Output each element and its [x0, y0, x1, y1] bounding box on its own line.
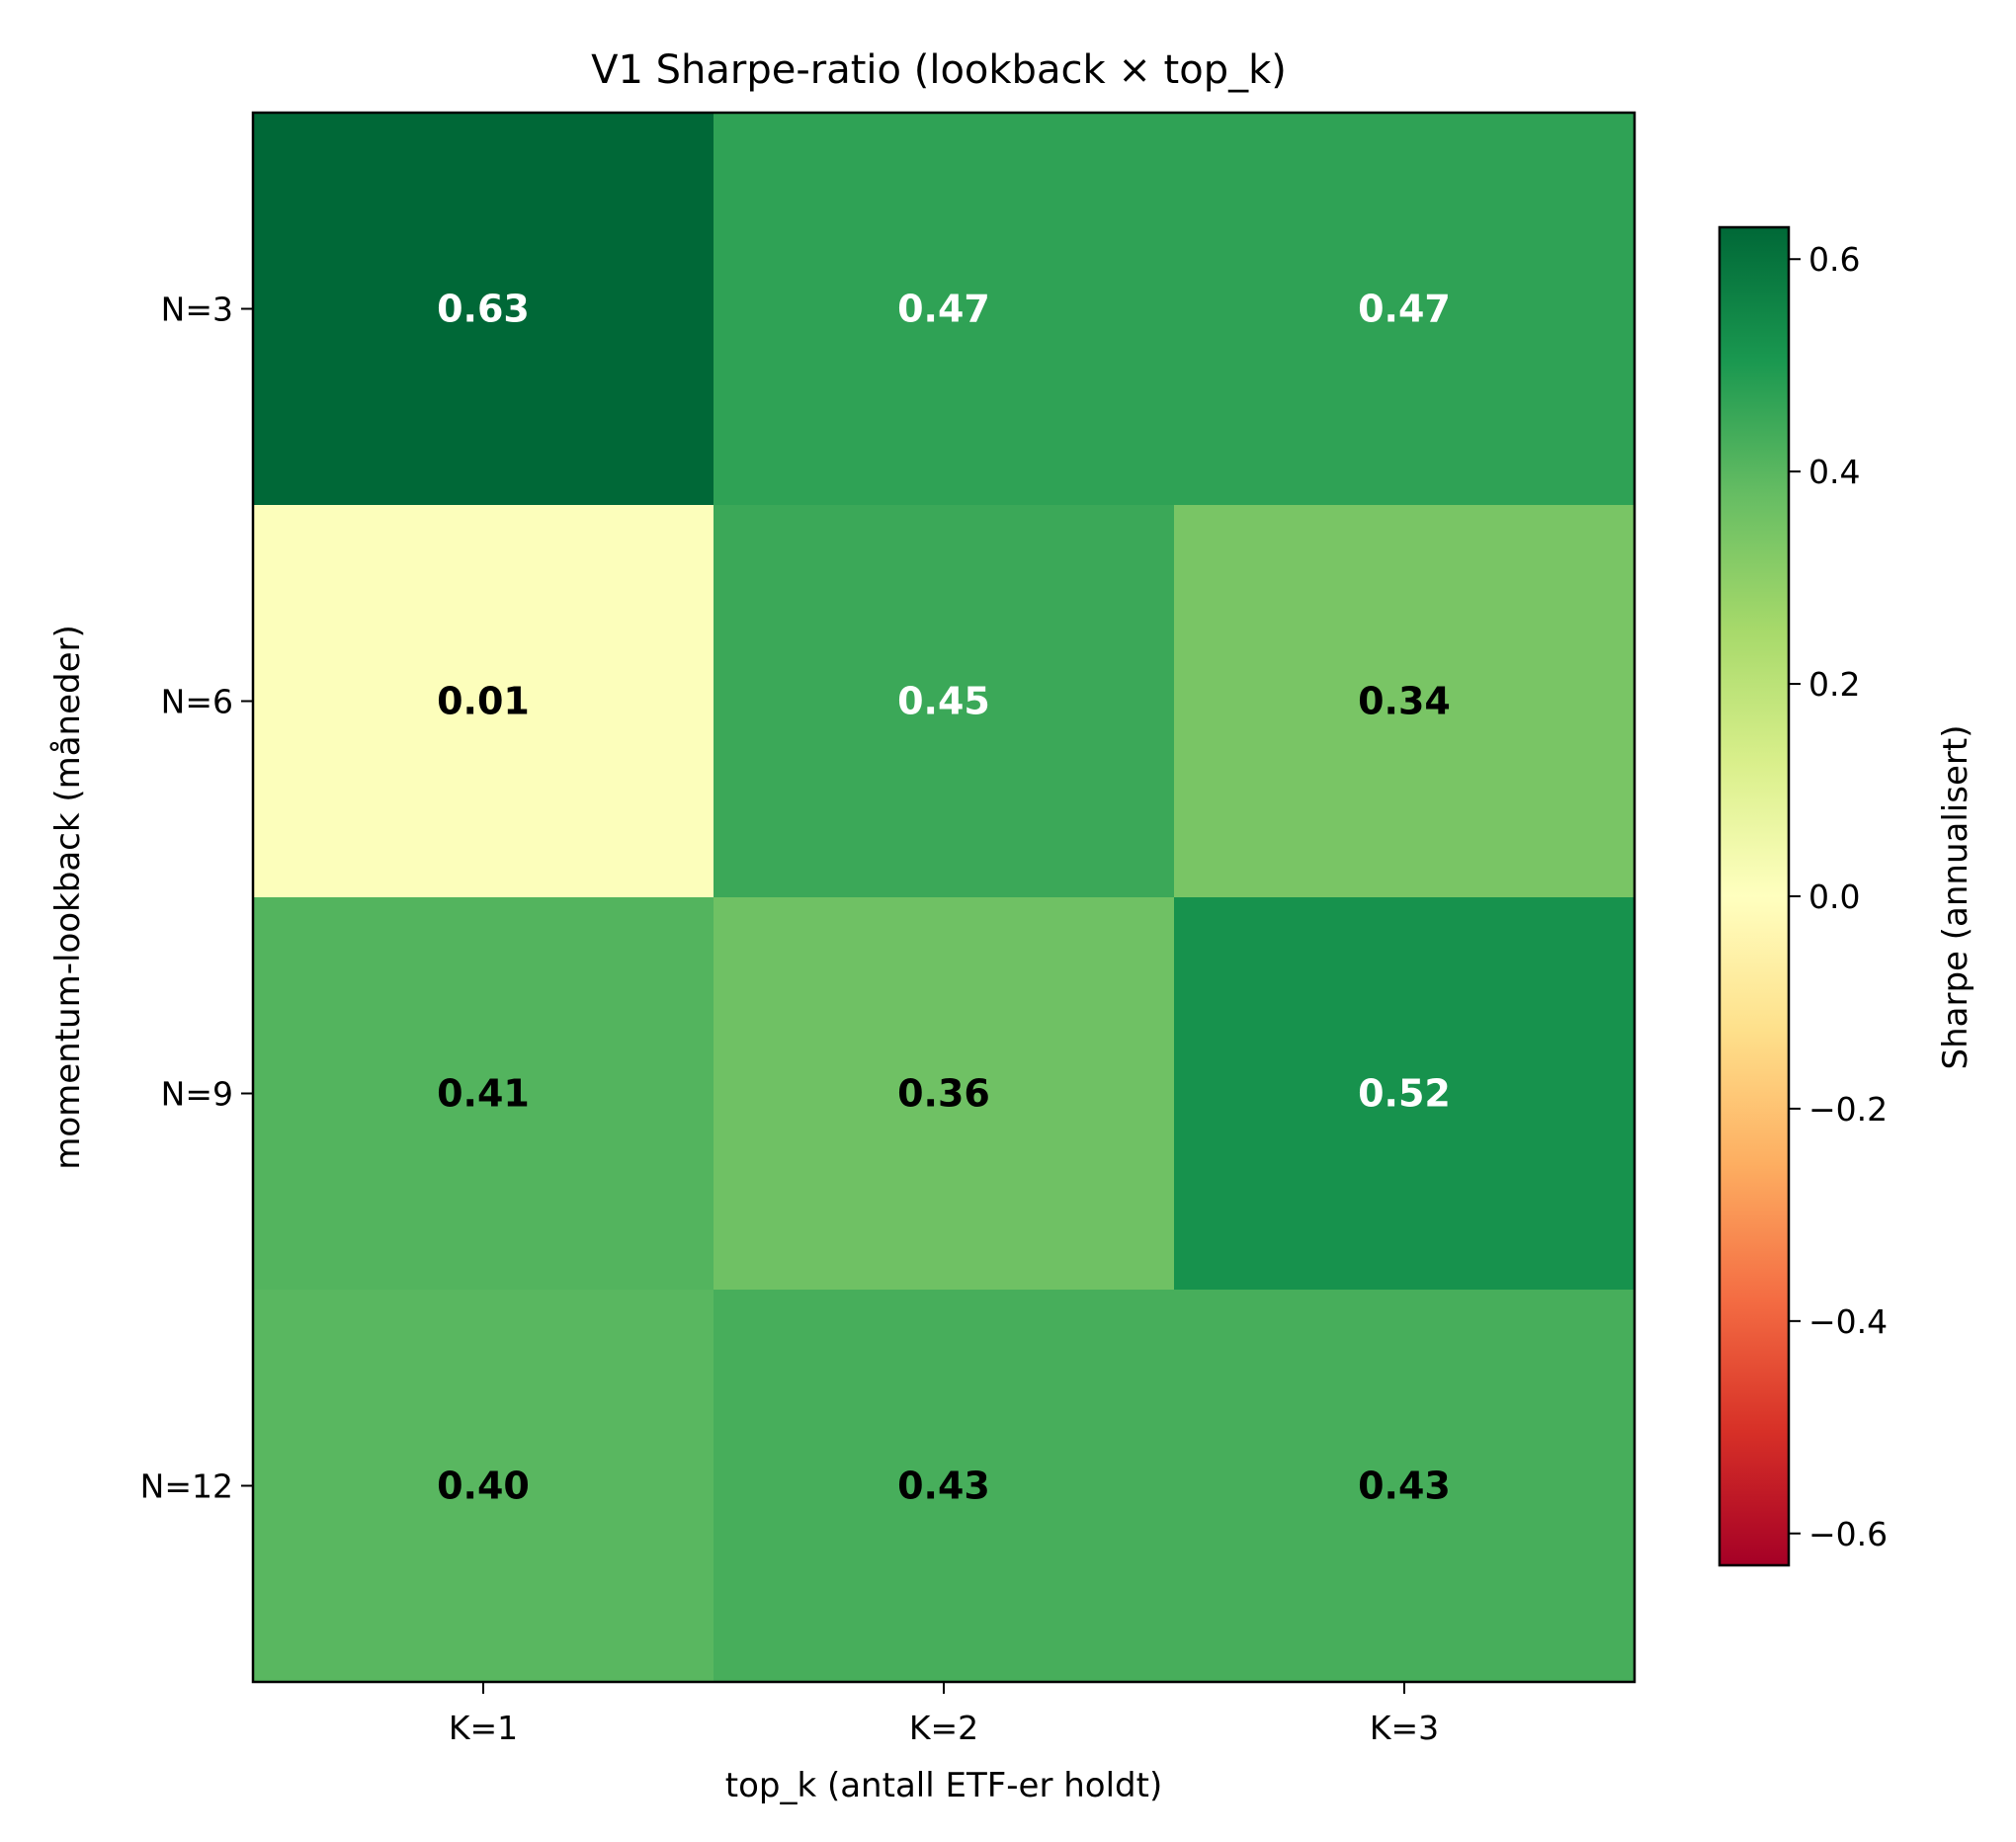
cell-value-label: 0.63	[437, 288, 530, 331]
x-tick-label: K=2	[909, 1709, 978, 1747]
cell-value-label: 0.43	[1358, 1465, 1451, 1508]
colorbar	[1718, 225, 1791, 1567]
heatmap-cell	[1174, 113, 1636, 506]
colorbar-ticks: 0.6 0.4 0.2 0.0 −0.2 −0.4 −0.6	[1789, 240, 1888, 1553]
cell-value-label: 0.47	[897, 288, 990, 331]
heatmap-cell	[1174, 505, 1636, 898]
colorbar-tick-label: −0.2	[1808, 1090, 1888, 1129]
colorbar-label: Sharpe (annualisert)	[1936, 725, 1975, 1070]
colorbar-tick-label: 0.4	[1808, 453, 1860, 491]
heatmap-cell	[1174, 897, 1636, 1291]
heatmap-cell	[714, 1290, 1175, 1683]
y-axis-ticks: N=3 N=6 N=9 N=12	[140, 291, 253, 1506]
y-tick-label: N=12	[140, 1467, 233, 1506]
heatmap-cells	[253, 113, 1636, 1683]
heatmap-cell	[253, 113, 714, 506]
y-tick-label: N=9	[161, 1075, 233, 1114]
x-axis-label: top_k (antall ETF-er holdt)	[725, 1766, 1162, 1805]
x-tick-label: K=3	[1370, 1709, 1439, 1747]
heatmap-cell	[714, 897, 1175, 1291]
colorbar-tick-label: −0.6	[1808, 1515, 1888, 1553]
x-tick-label: K=1	[449, 1709, 518, 1747]
colorbar-tick-label: 0.0	[1808, 878, 1860, 916]
y-axis-label: momentum-lookback (måneder)	[48, 625, 88, 1170]
y-tick-label: N=3	[161, 291, 233, 329]
cell-value-label: 0.52	[1358, 1072, 1451, 1116]
cell-value-label: 0.34	[1358, 680, 1451, 723]
cell-value-label: 0.36	[897, 1072, 990, 1116]
cell-value-label: 0.01	[437, 680, 530, 723]
colorbar-tick-label: 0.2	[1808, 665, 1860, 704]
cell-value-label: 0.47	[1358, 288, 1451, 331]
heatmap-cell	[714, 505, 1175, 898]
chart-title: V1 Sharpe-ratio (lookback × top_k)	[591, 47, 1287, 93]
cell-value-label: 0.41	[437, 1072, 530, 1116]
colorbar-tick-label: 0.6	[1808, 240, 1860, 279]
cell-value-label: 0.45	[897, 680, 990, 723]
heatmap-cell	[1174, 1290, 1636, 1683]
heatmap-cell	[253, 897, 714, 1291]
heatmap-cell	[253, 1290, 714, 1683]
colorbar-tick-label: −0.4	[1808, 1302, 1888, 1341]
cell-value-label: 0.43	[897, 1465, 990, 1508]
cell-value-label: 0.40	[437, 1465, 530, 1508]
y-tick-label: N=6	[161, 683, 233, 721]
heatmap-cell	[714, 113, 1175, 506]
x-axis-ticks: K=1 K=2 K=3	[449, 1682, 1439, 1747]
cell-value-labels: 0.63 0.47 0.47 0.01 0.45 0.34 0.41 0.36 0.52 0.40…	[437, 288, 1451, 1508]
heatmap-cell	[253, 505, 714, 898]
